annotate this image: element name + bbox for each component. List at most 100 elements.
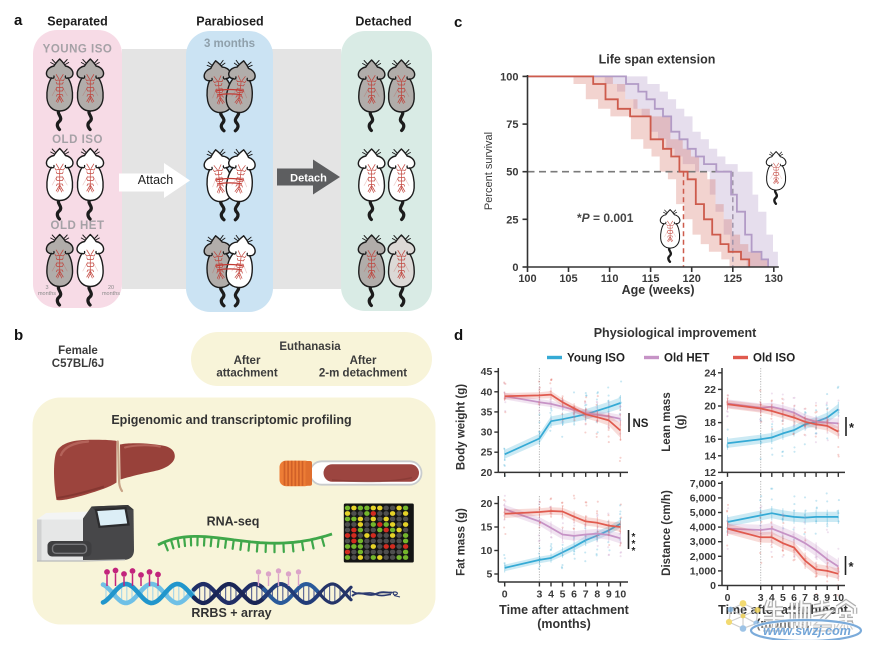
svg-text:7: 7 <box>583 589 589 601</box>
svg-text:100: 100 <box>500 71 518 83</box>
svg-text:50: 50 <box>506 167 518 179</box>
svg-text:6,000: 6,000 <box>690 492 716 504</box>
svg-text:120: 120 <box>683 273 701 285</box>
svg-text:*: * <box>632 539 636 550</box>
svg-text:months: months <box>38 291 56 297</box>
svg-text:5: 5 <box>780 592 786 604</box>
svg-text:20: 20 <box>108 285 114 291</box>
svg-text:b: b <box>14 327 23 344</box>
svg-text:2-m detachment: 2-m detachment <box>319 368 407 380</box>
svg-text:125: 125 <box>724 273 742 285</box>
svg-text:7: 7 <box>802 592 808 604</box>
svg-text:*: * <box>632 546 636 557</box>
svg-text:75: 75 <box>506 119 518 131</box>
svg-text:www.swzj.com: www.swzj.com <box>763 624 851 638</box>
svg-text:*: * <box>849 420 855 435</box>
svg-text:2,000: 2,000 <box>690 551 716 563</box>
svg-text:c: c <box>454 14 462 31</box>
svg-text:40: 40 <box>481 386 493 398</box>
svg-text:Percent survival: Percent survival <box>483 132 495 210</box>
svg-text:5: 5 <box>486 569 492 581</box>
svg-text:Lean mass: Lean mass <box>661 392 673 451</box>
svg-text:5,000: 5,000 <box>690 507 716 519</box>
svg-text:10: 10 <box>832 592 844 604</box>
svg-text:8: 8 <box>594 589 600 601</box>
svg-text:9: 9 <box>824 592 830 604</box>
svg-text:9: 9 <box>606 589 612 601</box>
svg-text:Parabiosed: Parabiosed <box>196 15 263 29</box>
svg-text:(g): (g) <box>675 414 687 429</box>
svg-text:Attach: Attach <box>138 173 173 187</box>
svg-text:OLD ISO: OLD ISO <box>52 134 103 146</box>
svg-text:Fat mass (g): Fat mass (g) <box>456 508 468 576</box>
svg-text:attachment: attachment <box>216 368 278 380</box>
svg-text:YOUNG ISO: YOUNG ISO <box>43 44 113 56</box>
svg-text:105: 105 <box>559 273 577 285</box>
svg-text:18: 18 <box>704 417 716 429</box>
svg-text:6: 6 <box>571 589 577 601</box>
svg-text:10: 10 <box>481 545 493 557</box>
svg-text:Distance (cm/h): Distance (cm/h) <box>661 490 673 576</box>
svg-text:Age (weeks): Age (weeks) <box>622 283 695 297</box>
svg-text:a: a <box>14 12 23 29</box>
svg-text:NS: NS <box>633 418 649 430</box>
svg-text:35: 35 <box>481 406 493 418</box>
svg-text:4: 4 <box>769 592 775 604</box>
svg-text:0: 0 <box>512 262 518 274</box>
svg-text:3,000: 3,000 <box>690 536 716 548</box>
svg-text:14: 14 <box>704 450 716 462</box>
svg-text:C57BL/6J: C57BL/6J <box>52 358 104 370</box>
svg-text:Old ISO: Old ISO <box>753 353 795 365</box>
svg-text:24: 24 <box>704 367 716 379</box>
svg-text:45: 45 <box>481 366 493 378</box>
svg-text:Detached: Detached <box>355 15 411 29</box>
svg-text:4: 4 <box>548 589 554 601</box>
svg-text:5: 5 <box>560 589 566 601</box>
svg-text:*: * <box>849 559 855 574</box>
svg-text:12: 12 <box>704 467 716 479</box>
svg-text:Old HET: Old HET <box>664 353 709 365</box>
svg-text:6: 6 <box>791 592 797 604</box>
svg-text:Epigenomic and transcriptomic: Epigenomic and transcriptomic profiling <box>111 413 351 427</box>
svg-text:130: 130 <box>765 273 783 285</box>
svg-text:OLD HET: OLD HET <box>51 220 105 232</box>
svg-text:8: 8 <box>813 592 819 604</box>
svg-text:10: 10 <box>615 589 627 601</box>
svg-text:After: After <box>350 355 377 367</box>
svg-text:1,000: 1,000 <box>690 565 716 577</box>
svg-text:Euthanasia: Euthanasia <box>279 341 341 353</box>
svg-text:Female: Female <box>58 345 98 357</box>
svg-text:0: 0 <box>725 592 731 604</box>
svg-text:30: 30 <box>481 427 493 439</box>
svg-text:100: 100 <box>518 273 536 285</box>
svg-text:months: months <box>102 291 120 297</box>
svg-text:*: * <box>632 532 636 543</box>
svg-text:After: After <box>234 355 261 367</box>
svg-text:3: 3 <box>758 592 764 604</box>
svg-text:(months): (months) <box>537 617 590 631</box>
svg-text:7,000: 7,000 <box>690 478 716 490</box>
svg-text:16: 16 <box>704 434 716 446</box>
svg-text:20: 20 <box>481 498 493 510</box>
svg-text:3: 3 <box>45 285 48 291</box>
svg-text:3 months: 3 months <box>204 38 255 50</box>
svg-text:115: 115 <box>642 273 660 285</box>
svg-text:0: 0 <box>502 589 508 601</box>
svg-text:Separated: Separated <box>47 15 107 29</box>
svg-text:RRBS + array: RRBS + array <box>191 606 271 620</box>
svg-text:3: 3 <box>536 589 542 601</box>
svg-text:Detach: Detach <box>290 173 327 185</box>
svg-text:Life span extension: Life span extension <box>599 53 716 67</box>
svg-text:25: 25 <box>506 214 518 226</box>
svg-text:20: 20 <box>704 401 716 413</box>
svg-text:Physiological improvement: Physiological improvement <box>594 326 757 340</box>
svg-text:*P = 0.001: *P = 0.001 <box>577 211 634 225</box>
svg-text:4,000: 4,000 <box>690 522 716 534</box>
svg-text:Young ISO: Young ISO <box>567 353 625 365</box>
svg-text:110: 110 <box>601 273 619 285</box>
svg-text:Body weight (g): Body weight (g) <box>456 384 468 470</box>
svg-text:15: 15 <box>481 522 493 534</box>
svg-text:RNA-seq: RNA-seq <box>207 515 260 529</box>
svg-text:22: 22 <box>704 384 716 396</box>
svg-text:Time after attachment: Time after attachment <box>499 603 630 617</box>
